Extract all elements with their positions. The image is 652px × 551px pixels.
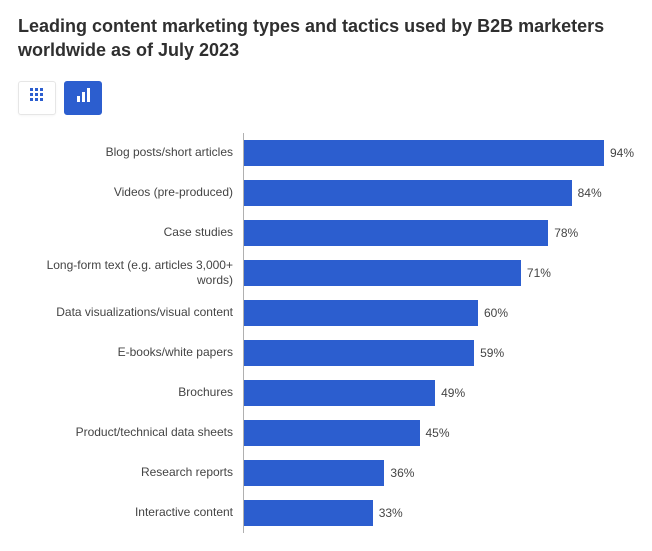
view-toolbar [18,81,634,115]
chart-bar [244,180,572,206]
chart-value-label: 71% [527,266,551,280]
chart-bar [244,260,521,286]
chart-category-label: Data visualizations/visual content [18,305,243,320]
chart-plot-area: 94% 84% 78% 71% 60% 59% 49% 45% 36% 33% [243,133,634,533]
table-view-button[interactable] [18,81,56,115]
chart-y-labels: Blog posts/short articles Videos (pre-pro… [18,133,243,533]
chart-bar [244,220,548,246]
chart-category-label: Product/technical data sheets [18,425,243,440]
chart-bar [244,500,373,526]
chart-category-label: Brochures [18,385,243,400]
chart-value-label: 33% [379,506,403,520]
chart-category-label: E-books/white papers [18,345,243,360]
chart-bar [244,420,420,446]
chart-category-label: Research reports [18,465,243,480]
page-title: Leading content marketing types and tact… [18,14,634,63]
chart-bar [244,140,604,166]
chart: Blog posts/short articles Videos (pre-pro… [18,133,634,533]
chart-value-label: 84% [578,186,602,200]
chart-value-label: 94% [610,146,634,160]
chart-value-label: 45% [426,426,450,440]
chart-bar [244,300,478,326]
chart-bar [244,380,435,406]
chart-value-label: 49% [441,386,465,400]
chart-category-label: Videos (pre-produced) [18,185,243,200]
chart-category-label: Interactive content [18,505,243,520]
chart-value-label: 59% [480,346,504,360]
chart-bar [244,340,474,366]
bar-chart-icon [75,87,91,108]
chart-category-label: Case studies [18,225,243,240]
chart-category-label: Blog posts/short articles [18,145,243,160]
chart-category-label: Long-form text (e.g. articles 3,000+ wor… [18,258,243,288]
table-icon [29,87,45,108]
chart-value-label: 78% [554,226,578,240]
chart-value-label: 60% [484,306,508,320]
chart-value-label: 36% [390,466,414,480]
chart-view-button[interactable] [64,81,102,115]
chart-bar [244,460,384,486]
